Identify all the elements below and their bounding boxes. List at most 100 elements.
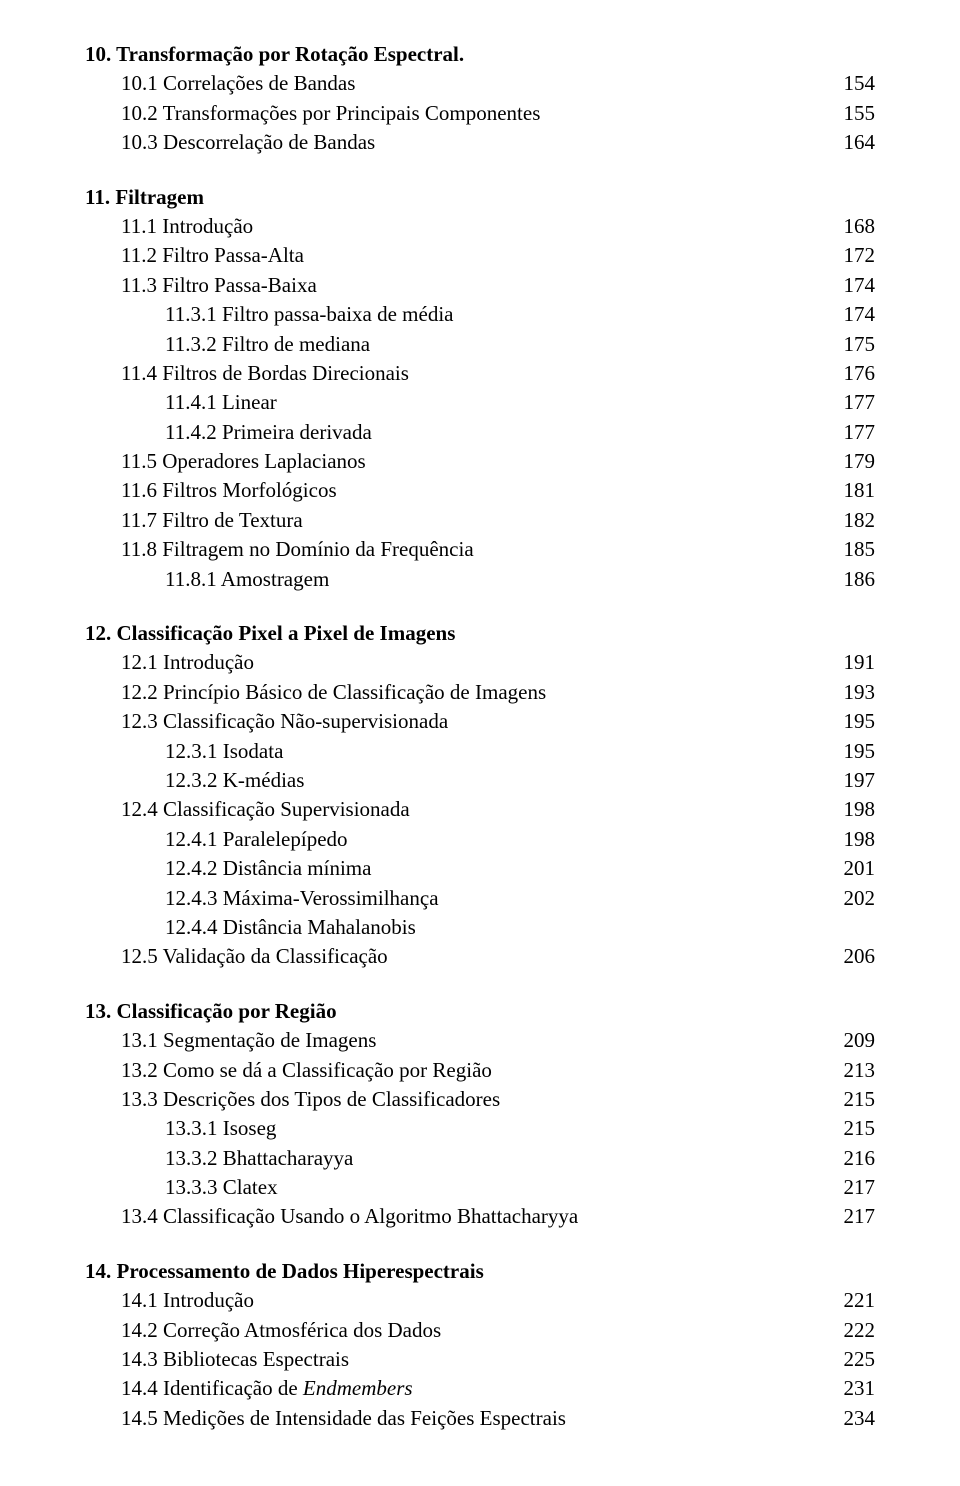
toc-entry-page: 195 [815, 737, 875, 766]
toc-entry: 12.4 Classificação Supervisionada198 [85, 795, 875, 824]
toc-entry-label: 12.1 Introdução [85, 648, 815, 677]
section-gap [85, 597, 875, 619]
toc-entry: 11.4.2 Primeira derivada177 [85, 418, 875, 447]
toc-entry-label: 13.2 Como se dá a Classificação por Regi… [85, 1056, 815, 1085]
toc-entry-page: 215 [815, 1114, 875, 1143]
toc-entry-page: 175 [815, 330, 875, 359]
toc-entry: 11.3.1 Filtro passa-baixa de média174 [85, 300, 875, 329]
toc-entry-label: 12.4.1 Paralelepípedo [85, 825, 815, 854]
toc-entry-label: 11.3 Filtro Passa-Baixa [85, 271, 815, 300]
toc-entry-label: 13.3 Descrições dos Tipos de Classificad… [85, 1085, 815, 1114]
toc-entry-page: 213 [815, 1056, 875, 1085]
toc-entry-page: 168 [815, 212, 875, 241]
toc-section-heading: 11. Filtragem [85, 183, 875, 212]
toc-entry: 13.2 Como se dá a Classificação por Regi… [85, 1056, 875, 1085]
toc-entry: 12.3 Classificação Não-supervisionada195 [85, 707, 875, 736]
toc-entry-page: 177 [815, 388, 875, 417]
toc-entry: 12.2 Princípio Básico de Classificação d… [85, 678, 875, 707]
toc-entry-page: 225 [815, 1345, 875, 1374]
toc-section-heading: 13. Classificação por Região [85, 997, 875, 1026]
toc-entry-label: 12.4.3 Máxima-Verossimilhança [85, 884, 815, 913]
toc-entry: 13.3.2 Bhattacharayya216 [85, 1144, 875, 1173]
toc-entry-page: 201 [815, 854, 875, 883]
toc-entry: 12.3.2 K-médias197 [85, 766, 875, 795]
toc-entry-page: 222 [815, 1316, 875, 1345]
toc-entry-page: 206 [815, 942, 875, 971]
toc-entry: 11.4 Filtros de Bordas Direcionais176 [85, 359, 875, 388]
toc-entry-label: 13.3.2 Bhattacharayya [85, 1144, 815, 1173]
toc-section: 14. Processamento de Dados Hiperespectra… [85, 1257, 875, 1433]
toc-entry: 10.1 Correlações de Bandas154 [85, 69, 875, 98]
toc-entry-label: 12.3.1 Isodata [85, 737, 815, 766]
toc-entry-page: 174 [815, 300, 875, 329]
toc-entry-page: 181 [815, 476, 875, 505]
toc-entry-label: 13.1 Segmentação de Imagens [85, 1026, 815, 1055]
toc-entry-label: 12.3.2 K-médias [85, 766, 815, 795]
toc-entry-label-em: Endmembers [303, 1376, 413, 1400]
toc-entry-label: 14.1 Introdução [85, 1286, 815, 1315]
toc-section: 12. Classificação Pixel a Pixel de Image… [85, 619, 875, 972]
toc-entry-page: 195 [815, 707, 875, 736]
toc-entry-label: 11.8.1 Amostragem [85, 565, 815, 594]
toc-entry: 14.5 Medições de Intensidade das Feições… [85, 1404, 875, 1433]
toc-entry-label: 12.2 Princípio Básico de Classificação d… [85, 678, 815, 707]
toc-entry-page: 193 [815, 678, 875, 707]
toc-entry-page: 209 [815, 1026, 875, 1055]
toc-entry: 13.3 Descrições dos Tipos de Classificad… [85, 1085, 875, 1114]
toc-section-heading: 14. Processamento de Dados Hiperespectra… [85, 1257, 875, 1286]
toc-entry-page: 217 [815, 1173, 875, 1202]
toc-entry: 12.4.4 Distância Mahalanobis [85, 913, 875, 942]
toc-entry-label: 11.6 Filtros Morfológicos [85, 476, 815, 505]
toc-entry: 11.1 Introdução168 [85, 212, 875, 241]
toc-entry-page: 154 [815, 69, 875, 98]
toc-entry: 12.4.2 Distância mínima201 [85, 854, 875, 883]
toc-entry-page: 198 [815, 825, 875, 854]
toc-entry-page: 202 [815, 884, 875, 913]
toc-entry: 11.8.1 Amostragem186 [85, 565, 875, 594]
toc-section-heading: 12. Classificação Pixel a Pixel de Image… [85, 619, 875, 648]
toc-entry-page: 215 [815, 1085, 875, 1114]
toc-entry: 14.1 Introdução221 [85, 1286, 875, 1315]
toc-section-heading: 10. Transformação por Rotação Espectral. [85, 40, 875, 69]
toc-entry-label: 13.3.3 Clatex [85, 1173, 815, 1202]
toc-entry-label: 10.3 Descorrelação de Bandas [85, 128, 815, 157]
toc-entry: 10.2 Transformações por Principais Compo… [85, 99, 875, 128]
toc-entry-label: 10.2 Transformações por Principais Compo… [85, 99, 815, 128]
section-gap [85, 975, 875, 997]
toc-entry-page: 186 [815, 565, 875, 594]
table-of-contents: 10. Transformação por Rotação Espectral.… [85, 40, 875, 1433]
toc-entry: 12.3.1 Isodata195 [85, 737, 875, 766]
toc-entry-label: 13.4 Classificação Usando o Algoritmo Bh… [85, 1202, 815, 1231]
toc-entry-page: 177 [815, 418, 875, 447]
toc-entry: 12.5 Validação da Classificação206 [85, 942, 875, 971]
toc-entry-label: 12.4.2 Distância mínima [85, 854, 815, 883]
toc-entry: 13.3.3 Clatex217 [85, 1173, 875, 1202]
toc-section: 10. Transformação por Rotação Espectral.… [85, 40, 875, 158]
toc-entry-page [815, 913, 875, 942]
toc-entry-label: 14.3 Bibliotecas Espectrais [85, 1345, 815, 1374]
toc-entry: 11.6 Filtros Morfológicos181 [85, 476, 875, 505]
toc-entry: 13.3.1 Isoseg215 [85, 1114, 875, 1143]
toc-entry-label: 11.4.1 Linear [85, 388, 815, 417]
toc-entry-page: 155 [815, 99, 875, 128]
toc-entry-page: 174 [815, 271, 875, 300]
toc-entry: 14.3 Bibliotecas Espectrais225 [85, 1345, 875, 1374]
toc-entry: 12.1 Introdução191 [85, 648, 875, 677]
toc-entry: 11.7 Filtro de Textura182 [85, 506, 875, 535]
toc-entry-page: 216 [815, 1144, 875, 1173]
toc-entry: 10.3 Descorrelação de Bandas164 [85, 128, 875, 157]
toc-entry-page: 198 [815, 795, 875, 824]
toc-entry-page: 217 [815, 1202, 875, 1231]
toc-entry-label: 10.1 Correlações de Bandas [85, 69, 815, 98]
toc-entry-page: 191 [815, 648, 875, 677]
toc-entry-label: 12.3 Classificação Não-supervisionada [85, 707, 815, 736]
toc-entry-label: 12.4.4 Distância Mahalanobis [85, 913, 815, 942]
toc-entry: 14.4 Identificação de Endmembers231 [85, 1374, 875, 1403]
toc-entry-page: 221 [815, 1286, 875, 1315]
toc-section: 13. Classificação por Região13.1 Segment… [85, 997, 875, 1232]
toc-entry-page: 231 [815, 1374, 875, 1403]
toc-entry-page: 172 [815, 241, 875, 270]
toc-entry-label: 13.3.1 Isoseg [85, 1114, 815, 1143]
toc-entry: 11.8 Filtragem no Domínio da Frequência1… [85, 535, 875, 564]
toc-entry-label: 12.4 Classificação Supervisionada [85, 795, 815, 824]
